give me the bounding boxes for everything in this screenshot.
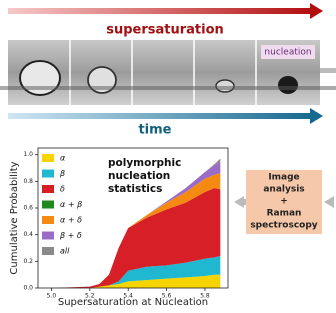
legend-label: β + δ xyxy=(59,231,82,240)
legend-swatch xyxy=(42,170,54,178)
y-tick-label: 0.2 xyxy=(23,258,33,265)
image-label: nucleation xyxy=(264,48,311,58)
side-box-text: + xyxy=(280,197,288,207)
bottom-arrow-label: time xyxy=(138,123,171,138)
y-axis-label: Cumulative Probability xyxy=(9,161,20,274)
figure: supersaturation nucleation time Image ana… xyxy=(0,0,336,309)
legend-label: α xyxy=(60,154,66,163)
side-box-text: spectroscopy xyxy=(250,221,317,231)
top-arrow-label: supersaturation xyxy=(106,23,224,38)
y-tick-label: 1.0 xyxy=(23,151,33,158)
legend-label: α + β xyxy=(60,200,82,209)
y-tick-label: 0.4 xyxy=(23,231,33,238)
legend-label: β xyxy=(59,169,65,178)
legend-swatch xyxy=(42,185,54,193)
legend-swatch xyxy=(42,201,54,209)
x-tick-label: 5.0 xyxy=(47,293,57,300)
legend-label: α + δ xyxy=(60,216,82,225)
y-tick-label: 0.0 xyxy=(23,285,33,292)
legend-swatch xyxy=(42,216,54,224)
y-tick-label: 0.6 xyxy=(23,205,33,212)
side-box-text: Raman xyxy=(267,209,302,219)
legend-swatch xyxy=(42,247,54,255)
annotation: statistics xyxy=(108,183,162,195)
y-tick-label: 0.8 xyxy=(23,178,33,185)
side-box-text: Image xyxy=(268,173,299,183)
legend-label: δ xyxy=(60,185,65,194)
legend-swatch xyxy=(42,154,54,162)
legend-label: all xyxy=(60,247,70,256)
annotation: nucleation xyxy=(108,170,170,182)
annotation: polymorphic xyxy=(108,157,181,169)
legend-swatch xyxy=(42,232,54,240)
top-arrow xyxy=(8,3,323,19)
side-box-text: analysis xyxy=(263,185,304,195)
x-axis-label: Supersaturation at Nucleation xyxy=(58,297,208,308)
